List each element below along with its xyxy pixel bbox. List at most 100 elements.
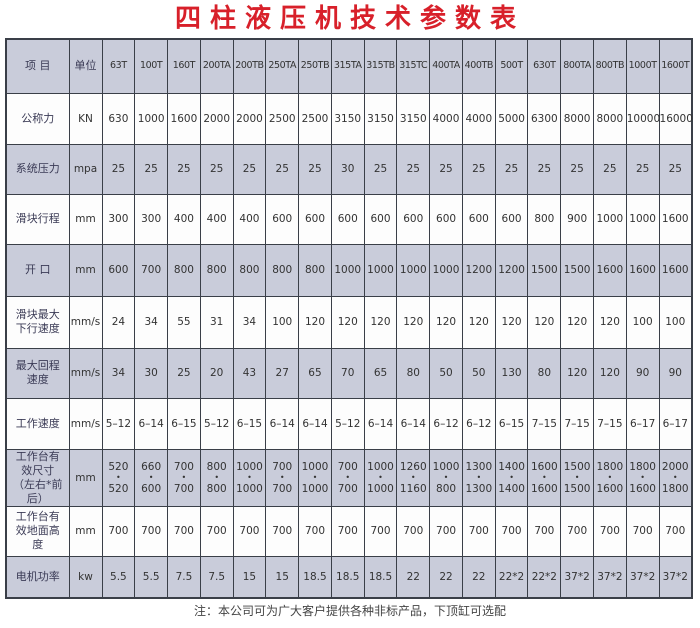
dim-depth: 1400 xyxy=(498,482,525,495)
value-cell: 300 xyxy=(101,193,136,245)
value-cell: 25 xyxy=(625,143,660,195)
value-cell: 3150 xyxy=(396,92,431,145)
value-cell: 4000 xyxy=(461,92,496,145)
value-cell: 30 xyxy=(330,143,365,195)
value-cell: 700 xyxy=(592,505,627,557)
spec-table: 项 目单位 63T 100T 160T 200TA 200TB 250TA 250TB 315T… xyxy=(5,38,693,599)
header-item: 项 目 xyxy=(5,38,70,94)
value-cell: 1000 xyxy=(134,92,169,145)
value-cell: 5–12 xyxy=(199,397,234,450)
value-cell: 6–17 xyxy=(658,397,693,450)
value-cell: 1000 xyxy=(330,243,365,297)
value-cell: 6300 xyxy=(527,92,562,145)
value-cell: 2500 xyxy=(298,92,332,145)
dim-separator: • xyxy=(607,472,613,482)
dim-separator: • xyxy=(148,472,154,482)
model-header: 250TB xyxy=(298,38,332,94)
value-cell: 1000 xyxy=(429,243,463,297)
value-cell: 6–15 xyxy=(167,397,201,450)
value-cell: 1200 xyxy=(494,243,529,297)
value-cell: 700 xyxy=(527,505,562,557)
value-cell: 22*2 xyxy=(527,555,562,599)
value-cell: 120 xyxy=(560,347,594,399)
dim-width: 1500 xyxy=(563,460,591,473)
dim-cell: 1000 • 1000 xyxy=(363,448,398,507)
dim-separator: • xyxy=(345,472,351,482)
value-cell: 1200 xyxy=(461,243,496,297)
value-cell: 50 xyxy=(429,347,463,399)
model-header: 800TA xyxy=(560,38,594,94)
value-cell: 120 xyxy=(330,295,365,349)
row-unit: mpa xyxy=(68,143,103,195)
header-row: 项 目单位 63T 100T 160T 200TA 200TB 250TA 250TB 315T… xyxy=(5,38,693,94)
value-cell: 8000 xyxy=(560,92,594,145)
value-cell: 1600 xyxy=(625,243,660,297)
value-cell: 16000 xyxy=(658,92,693,145)
row-unit: mm/s xyxy=(68,295,103,349)
value-cell: 600 xyxy=(461,193,496,245)
model-header: 250TA xyxy=(265,38,300,94)
value-cell: 18.5 xyxy=(363,555,398,599)
value-cell: 700 xyxy=(167,505,201,557)
value-cell: 25 xyxy=(592,143,627,195)
dim-cell: 1500 • 1500 xyxy=(560,448,594,507)
value-cell: 120 xyxy=(396,295,431,349)
value-cell: 700 xyxy=(461,505,496,557)
table-row: 工作台有效地面高度 mm 700 700 700 700 700 700 700 700 700 70… xyxy=(5,505,693,557)
dim-width: 1600 xyxy=(530,460,558,473)
value-cell: 90 xyxy=(625,347,660,399)
dim-depth: 600 xyxy=(141,482,162,495)
value-cell: 2500 xyxy=(265,92,300,145)
dim-width: 700 xyxy=(173,460,194,473)
model-header: 400TA xyxy=(429,38,463,94)
table-row: 工作速度 mm/s 5–12 6–14 6–15 5–12 6–15 6–14 6–14 5–12… xyxy=(5,397,693,450)
dim-separator: • xyxy=(214,472,220,482)
value-cell: 80 xyxy=(396,347,431,399)
value-cell: 27 xyxy=(265,347,300,399)
dim-depth: 700 xyxy=(173,482,194,495)
value-cell: 25 xyxy=(265,143,300,195)
value-cell: 70 xyxy=(330,347,365,399)
dim-cell: 1600 • 1600 xyxy=(527,448,562,507)
dim-depth: 1600 xyxy=(530,482,558,495)
dim-cell: 1300 • 1300 xyxy=(461,448,496,507)
value-cell: 300 xyxy=(134,193,169,245)
value-cell: 700 xyxy=(134,505,169,557)
value-cell: 400 xyxy=(199,193,234,245)
model-header: 500T xyxy=(494,38,529,94)
row-unit: mm xyxy=(68,243,103,297)
value-cell: 600 xyxy=(265,193,300,245)
dim-depth: 1000 xyxy=(367,482,394,495)
dim-separator: • xyxy=(378,472,383,482)
dim-width: 800 xyxy=(206,460,227,473)
model-header: 200TA xyxy=(199,38,234,94)
model-header: 200TB xyxy=(232,38,267,94)
dim-cell: 1260 • 1160 xyxy=(396,448,431,507)
dim-width: 700 xyxy=(337,460,358,473)
value-cell: 37*2 xyxy=(658,555,693,599)
value-cell: 25 xyxy=(167,347,201,399)
value-cell: 6–14 xyxy=(396,397,431,450)
value-cell: 120 xyxy=(494,295,529,349)
value-cell: 37*2 xyxy=(625,555,660,599)
value-cell: 120 xyxy=(461,295,496,349)
model-header: 315TB xyxy=(363,38,398,94)
dim-depth: 1600 xyxy=(596,482,624,495)
value-cell: 4000 xyxy=(429,92,463,145)
dim-depth: 1160 xyxy=(399,482,427,495)
page-title: 四柱液压机技术参数表 xyxy=(174,4,525,34)
row-label: 开 口 xyxy=(5,243,70,297)
dim-cell: 1400 • 1400 xyxy=(494,448,529,507)
dim-separator: • xyxy=(509,472,514,482)
value-cell: 1000 xyxy=(625,193,660,245)
dim-separator: • xyxy=(443,472,449,482)
value-cell: 25 xyxy=(298,143,332,195)
value-cell: 700 xyxy=(298,505,332,557)
value-cell: 25 xyxy=(199,143,234,195)
value-cell: 25 xyxy=(461,143,496,195)
dim-separator: • xyxy=(476,472,482,482)
value-cell: 600 xyxy=(330,193,365,245)
model-header: 1000T xyxy=(625,38,660,94)
value-cell: 130 xyxy=(494,347,529,399)
value-cell: 15 xyxy=(232,555,267,599)
